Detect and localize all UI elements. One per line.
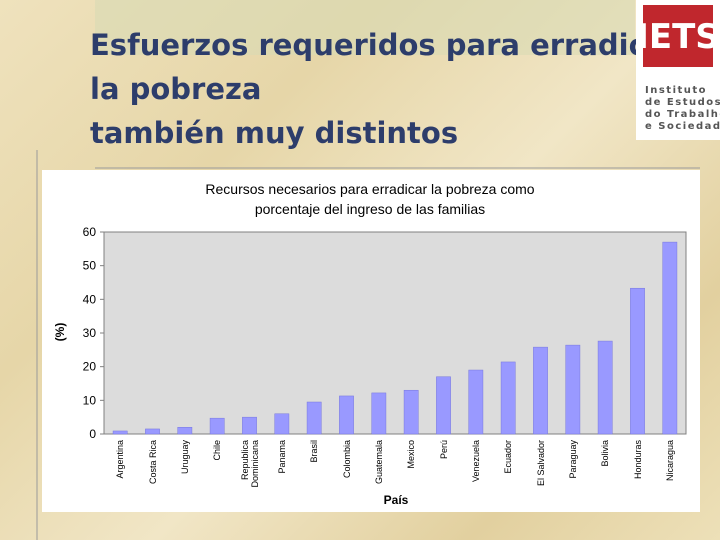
bar (565, 344, 581, 435)
x-tick-label: Chile (212, 440, 223, 461)
y-tick-label: 40 (83, 292, 97, 306)
bar (630, 287, 645, 435)
bar (468, 369, 484, 435)
y-tick-label: 30 (83, 326, 97, 340)
x-tick-label: Ecuador (503, 440, 514, 474)
chart-title: porcentaje del ingreso de las familias (255, 201, 485, 217)
x-tick-label: Nicaragua (664, 440, 675, 482)
x-tick-label: Perú (438, 440, 449, 460)
x-tick-label: Honduras (632, 440, 643, 480)
x-tick-label: Mexico (406, 440, 417, 469)
bar (500, 361, 516, 435)
bar (177, 427, 193, 435)
logo-mark: IETS (636, 17, 720, 57)
x-tick-label: Colombia (341, 440, 352, 479)
logo-text: Instituto (645, 85, 707, 96)
bar (242, 416, 257, 435)
logo-text: de Estudos (645, 97, 720, 108)
bar (306, 401, 322, 435)
x-tick-label: Brasil (309, 440, 320, 463)
bar (209, 417, 225, 435)
y-tick-label: 50 (83, 259, 97, 273)
y-tick-label: 60 (83, 225, 97, 239)
bar (533, 346, 548, 435)
bar (403, 389, 419, 435)
chart-title: Recursos necesarios para erradicar la po… (205, 181, 534, 197)
bar (662, 241, 678, 435)
x-tick-label: Costa Rica (147, 440, 158, 485)
x-axis-label: País (384, 493, 409, 507)
x-tick-label: Argentina (115, 440, 126, 479)
x-tick-label: Bolivia (600, 440, 611, 467)
bar (436, 376, 451, 435)
bar (112, 430, 128, 435)
bar (145, 428, 160, 435)
bar (371, 392, 387, 435)
x-tick-label: Paraguay (567, 440, 578, 479)
y-tick-label: 10 (83, 393, 97, 407)
bar (274, 413, 290, 435)
slide-title: la pobreza (90, 72, 261, 106)
bar (339, 395, 354, 435)
plot-area (103, 231, 687, 435)
y-tick-label: 0 (89, 427, 96, 441)
logo-text: e Sociedade (645, 121, 720, 132)
y-tick-label: 20 (83, 360, 97, 374)
x-tick-label: El Salvador (535, 440, 546, 487)
header-texture (95, 0, 635, 55)
x-tick-label: Venezuela (470, 440, 481, 483)
logo-text: do Trabalho (645, 109, 720, 120)
slide-title: Esfuerzos requeridos para erradicar (90, 28, 680, 62)
slide-title: también muy distintos (90, 116, 458, 150)
logo-block (643, 5, 713, 67)
bar (597, 340, 613, 435)
x-tick-label: Uruguay (179, 440, 190, 475)
x-tick-label: Guatemala (373, 440, 384, 485)
x-tick-label: Republica Dominicana (239, 440, 260, 488)
x-tick-label: Panama (276, 440, 287, 474)
y-axis-label: (%) (53, 323, 67, 342)
